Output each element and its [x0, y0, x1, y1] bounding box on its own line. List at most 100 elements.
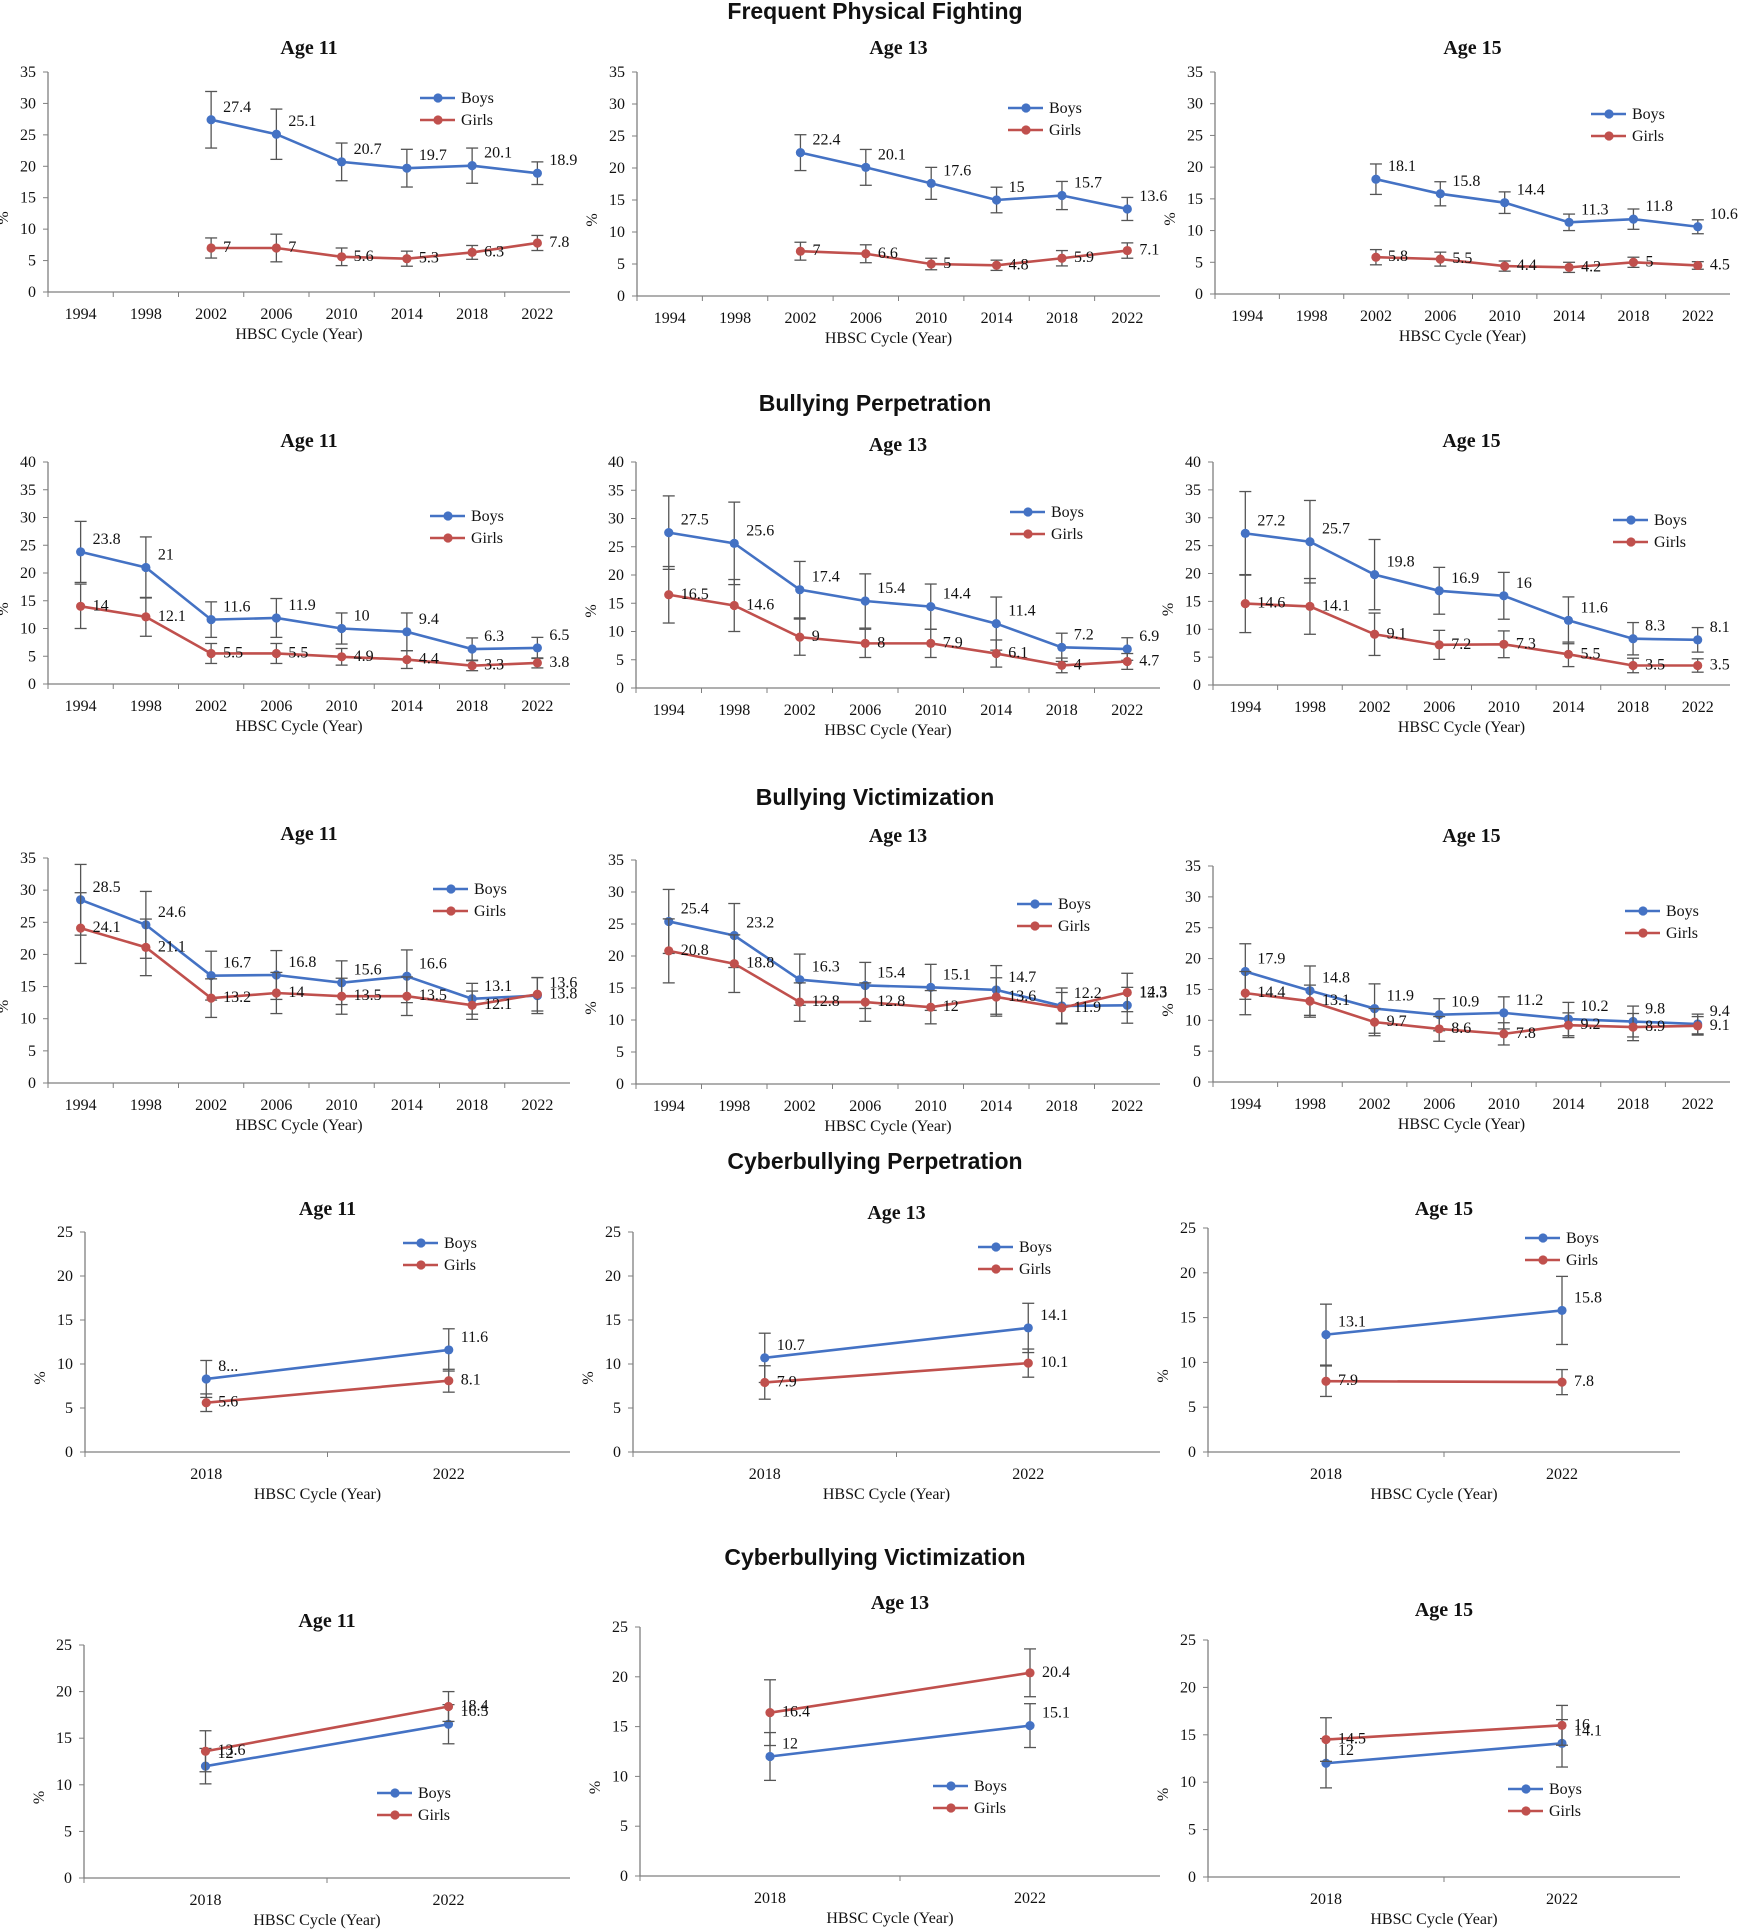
y-tick-label: 35	[609, 64, 625, 81]
legend-marker-boys	[416, 1238, 426, 1248]
x-tick-label: 2010	[326, 698, 358, 715]
data-point-girls	[1628, 257, 1639, 267]
data-point-boys	[1057, 642, 1067, 652]
y-tick-label: 15	[57, 1312, 73, 1329]
y-axis-label: %	[32, 1371, 49, 1384]
chart-title: Age 13	[867, 1202, 925, 1224]
data-label-boys: 16.8	[288, 954, 316, 971]
x-tick-label: 2022	[521, 306, 553, 323]
y-tick-label: 25	[1180, 1220, 1196, 1237]
legend-marker-girls	[446, 906, 456, 916]
chart-title: Age 11	[280, 823, 337, 845]
data-label-girls: 4.8	[1009, 256, 1029, 273]
x-tick-label: 2022	[1546, 1891, 1578, 1908]
y-tick-label: 20	[1187, 159, 1203, 176]
data-point-boys	[795, 148, 806, 158]
chart-panel: Age 13 0 5 10 15 20 25 30 35 40% 1994 1998 2002 2006 2…	[583, 434, 1160, 739]
data-point-girls	[337, 652, 347, 662]
data-point-girls	[1305, 996, 1315, 1006]
data-point-girls	[991, 648, 1001, 659]
y-tick-label: 10	[608, 624, 624, 641]
data-label-boys: 25.7	[1322, 521, 1350, 538]
x-tick-label: 1998	[130, 306, 162, 323]
y-axis-label: %	[1160, 1003, 1177, 1016]
data-label-boys: 15	[1009, 179, 1025, 196]
x-tick-label: 2014	[1553, 308, 1585, 325]
x-tick-label: 2002	[195, 698, 227, 715]
y-tick-label: 20	[1180, 1265, 1196, 1282]
y-tick-label: 10	[1180, 1774, 1196, 1791]
y-axis-label: %	[1160, 603, 1177, 616]
y-tick-label: 15	[612, 1719, 628, 1736]
x-tick-label: 1994	[653, 1098, 685, 1115]
x-tick-label: 2014	[980, 702, 1012, 719]
y-tick-label: 10	[609, 224, 625, 241]
legend-marker-boys	[390, 1788, 400, 1798]
y-tick-label: 15	[1185, 981, 1201, 998]
data-label-girls: 14.4	[1257, 984, 1285, 1001]
data-label-boys: 16.9	[1451, 570, 1479, 587]
x-tick-label: 2006	[849, 702, 881, 719]
data-point-boys	[860, 596, 870, 606]
data-label-girls: 5.6	[218, 1394, 238, 1411]
series-line-boys	[1245, 532, 1698, 642]
chart-panel: Age 11 0 5 10 15 20 25 30 35 40% 1994 1998 2002 2006 2…	[0, 430, 570, 735]
data-point-boys	[1435, 189, 1445, 199]
y-tick-label: 15	[56, 1730, 72, 1747]
data-point-girls	[1369, 629, 1380, 639]
x-tick-label: 2022	[1546, 1466, 1578, 1483]
data-point-boys	[1305, 537, 1315, 547]
data-label-boys: 8...	[218, 1358, 238, 1375]
data-point-boys	[76, 547, 86, 557]
y-tick-label: 30	[608, 884, 624, 901]
data-point-girls	[1240, 599, 1250, 609]
y-tick-label: 30	[1187, 96, 1203, 113]
data-point-girls	[795, 246, 806, 256]
x-axis-label: HBSC Cycle (Year)	[826, 1910, 953, 1927]
y-tick-label: 0	[1193, 1074, 1201, 1091]
y-tick-label: 5	[620, 1818, 628, 1835]
data-point-boys	[1240, 528, 1250, 538]
data-label-girls: 12.8	[877, 993, 905, 1010]
data-label-boys: 27.4	[223, 99, 251, 116]
legend-marker-boys	[1638, 906, 1648, 916]
data-label-boys: 20.1	[878, 146, 906, 163]
x-tick-label: 2002	[1359, 1096, 1391, 1113]
data-point-boys	[795, 975, 805, 985]
data-point-girls	[1321, 1734, 1331, 1745]
data-label-girls: 13.1	[1322, 992, 1350, 1009]
data-point-girls	[760, 1377, 770, 1388]
x-tick-label: 2006	[260, 1097, 292, 1114]
data-label-girls: 8.1	[461, 1372, 481, 1389]
series-line-girls	[668, 949, 1128, 1010]
data-point-boys	[1025, 1721, 1035, 1731]
data-label-boys: 25.4	[681, 900, 709, 917]
data-point-girls	[1557, 1720, 1567, 1730]
data-point-girls	[1434, 1024, 1444, 1034]
data-point-girls	[76, 601, 86, 611]
data-point-boys	[444, 1345, 454, 1355]
x-tick-label: 2022	[1012, 1466, 1044, 1483]
data-point-girls	[1305, 601, 1315, 611]
data-point-girls	[467, 247, 477, 257]
data-label-girls: 9.1	[1387, 625, 1407, 642]
legend-marker-girls	[1538, 1255, 1548, 1265]
data-point-girls	[1057, 1003, 1067, 1013]
y-tick-label: 20	[56, 1684, 72, 1701]
legend-label-boys: Boys	[418, 1785, 451, 1802]
y-tick-label: 30	[609, 96, 625, 113]
y-tick-label: 40	[1185, 454, 1201, 471]
data-label-boys: 13.6	[549, 975, 577, 992]
legend-marker-boys	[946, 1781, 956, 1791]
legend-marker-girls	[390, 1810, 400, 1820]
section-title-cyberbullying-victimization: Cyberbullying Victimization	[724, 1544, 1026, 1570]
chart-title: Age 15	[1443, 37, 1501, 59]
data-label-girls: 24.1	[93, 919, 121, 936]
y-axis-label: %	[1155, 1788, 1172, 1801]
data-label-girls: 13.5	[419, 987, 447, 1004]
data-label-boys: 15.8	[1452, 173, 1480, 190]
y-axis-label: %	[583, 1001, 600, 1014]
x-tick-label: 2018	[1046, 1098, 1078, 1115]
data-label-girls: 3.5	[1710, 656, 1730, 673]
x-tick-label: 1998	[130, 1097, 162, 1114]
